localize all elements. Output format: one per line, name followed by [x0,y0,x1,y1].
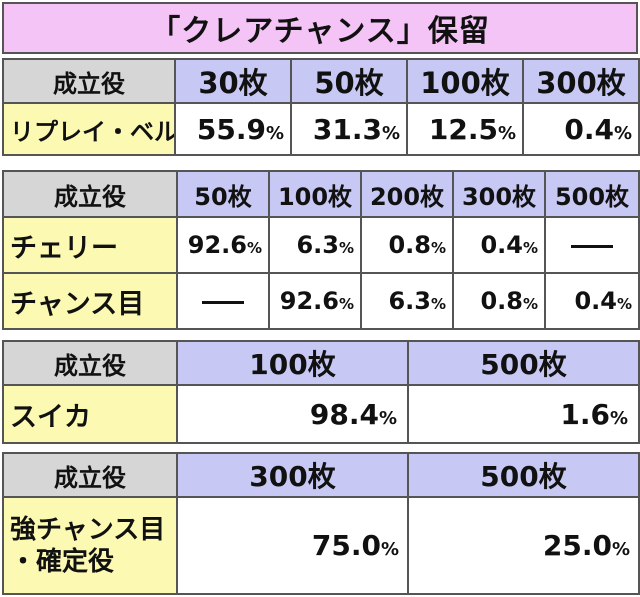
value-number: 92.6 [187,231,247,259]
column-header: 100枚 [406,58,524,104]
percent-sign: % [522,295,538,313]
value-cell: 0.4% [522,102,640,156]
value-number: 55.9 [196,112,266,146]
value-cell: 0.8% [360,216,454,274]
percent-sign: % [613,122,632,144]
dash-mark [571,244,613,248]
value-cell: 1.6% [407,384,640,444]
value-cell: 31.3% [290,102,408,156]
column-header: 500枚 [544,170,640,218]
percent-sign: % [246,239,262,257]
role-header: 成立役 [2,58,176,104]
table-cherry-chance: 成立役 50枚 100枚 200枚 300枚 500枚 チェリー 92.6% 6… [2,170,640,330]
role-label-line: ・確定役 [10,546,115,577]
role-label: スイカ [2,384,178,444]
value-number: 6.3 [296,231,339,259]
value-number: 0.8 [388,231,431,259]
value-cell: 92.6% [176,216,270,274]
column-header: 50枚 [176,170,270,218]
value-cell-empty [544,216,640,274]
value-number: 6.3 [388,287,431,315]
role-label: チャンス目 [2,272,178,330]
column-header: 500枚 [407,340,640,386]
percent-sign: % [522,239,538,257]
percent-sign: % [381,122,400,144]
table-row: スイカ 98.4% 1.6% [2,384,640,444]
value-cell: 6.3% [268,216,362,274]
value-cell: 0.4% [452,216,546,274]
column-header: 30枚 [174,58,292,104]
table-row: チェリー 92.6% 6.3% 0.8% 0.4% [2,216,640,274]
value-number: 31.3 [312,112,382,146]
role-header: 成立役 [2,170,178,218]
column-header: 50枚 [290,58,408,104]
percent-sign: % [430,239,446,257]
value-number: 0.4 [480,231,523,259]
table-header-row: 成立役 300枚 500枚 [2,452,640,498]
percent-sign: % [265,122,284,144]
table-suika: 成立役 100枚 500枚 スイカ 98.4% 1.6% [2,340,640,444]
percent-sign: % [611,539,630,560]
column-header: 300枚 [522,58,640,104]
column-header: 100枚 [176,340,409,386]
value-cell: 98.4% [176,384,409,444]
table-row: 強チャンス目 ・確定役 75.0% 25.0% [2,496,640,595]
role-label: チェリー [2,216,178,274]
role-header: 成立役 [2,340,178,386]
role-header: 成立役 [2,452,178,498]
value-cell: 92.6% [268,272,362,330]
table-header-row: 成立役 30枚 50枚 100枚 300枚 [2,58,640,104]
percent-sign: % [378,407,397,429]
value-cell: 0.8% [452,272,546,330]
percent-sign: % [338,239,354,257]
percent-sign: % [430,295,446,313]
table-header-row: 成立役 50枚 100枚 200枚 300枚 500枚 [2,170,640,218]
value-cell: 6.3% [360,272,454,330]
value-number: 98.4 [309,397,379,431]
value-cell: 55.9% [174,102,292,156]
column-header: 300枚 [176,452,409,498]
value-number: 0.8 [480,287,523,315]
value-number: 1.6 [560,397,610,431]
value-cell: 75.0% [176,496,409,595]
percent-sign: % [609,407,628,429]
dash-mark [202,300,244,304]
page-title: 「クレアチャンス」保留 [2,2,638,54]
column-header: 100枚 [268,170,362,218]
value-number: 0.4 [574,287,617,315]
value-number: 25.0 [542,529,612,562]
percent-sign: % [338,295,354,313]
value-number: 92.6 [279,287,339,315]
role-label: 強チャンス目 ・確定役 [2,496,178,595]
column-header: 300枚 [452,170,546,218]
value-cell: 12.5% [406,102,524,156]
table-row: リプレイ・ベル 55.9% 31.3% 12.5% 0.4% [2,102,640,156]
percent-sign: % [497,122,516,144]
column-header: 200枚 [360,170,454,218]
column-header: 500枚 [407,452,640,498]
table-replay-bell: 成立役 30枚 50枚 100枚 300枚 リプレイ・ベル 55.9% 31.3… [2,58,640,156]
table-header-row: 成立役 100枚 500枚 [2,340,640,386]
value-cell-empty [176,272,270,330]
percent-sign: % [380,539,399,560]
value-cell: 25.0% [407,496,640,595]
table-strong-chance: 成立役 300枚 500枚 強チャンス目 ・確定役 75.0% 25.0% [2,452,640,595]
role-label-line: 強チャンス目 [10,514,166,545]
value-number: 75.0 [311,529,381,562]
value-cell: 0.4% [544,272,640,330]
table-row: チャンス目 92.6% 6.3% 0.8% 0.4% [2,272,640,330]
role-label: リプレイ・ベル [2,102,176,156]
value-number: 12.5 [428,112,498,146]
percent-sign: % [616,295,632,313]
value-number: 0.4 [564,112,614,146]
